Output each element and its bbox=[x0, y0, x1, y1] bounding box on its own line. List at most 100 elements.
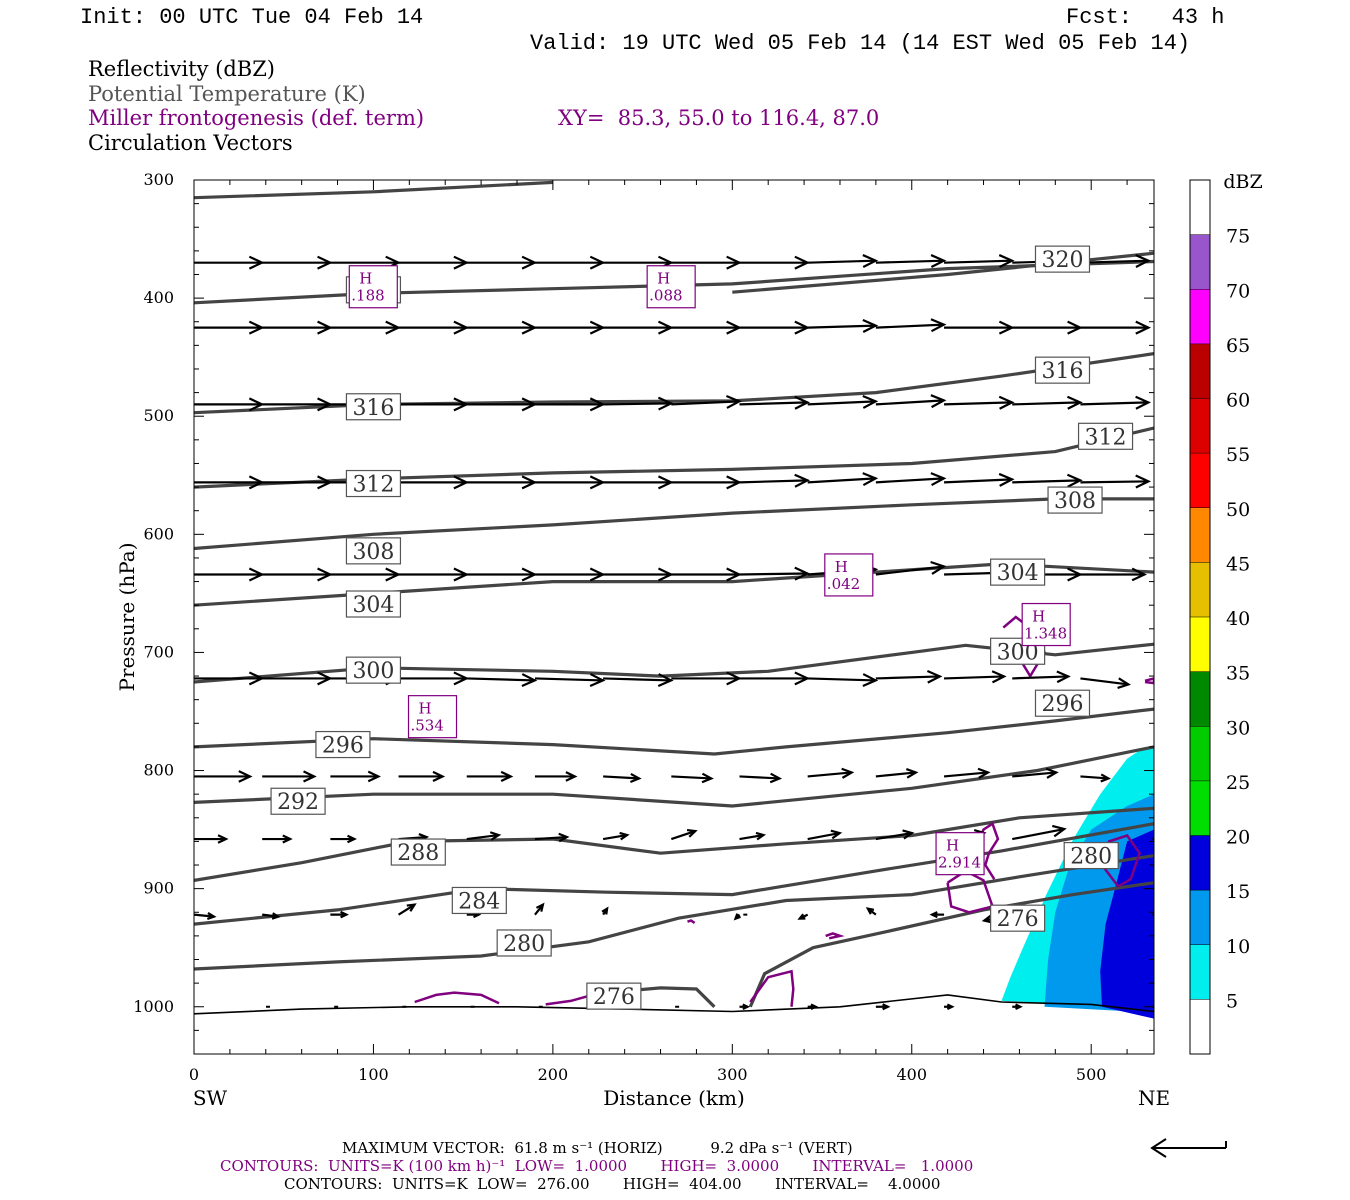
x-tick-label: 400 bbox=[896, 1065, 927, 1084]
theta-contour-surface bbox=[194, 994, 1154, 1015]
theta-contour-320 bbox=[194, 259, 1154, 305]
theta-label: 308 bbox=[352, 540, 394, 565]
circulation-vector bbox=[943, 771, 989, 778]
circulation-vector bbox=[875, 323, 944, 329]
reflectivity-region-15dbz bbox=[1100, 829, 1154, 1019]
circulation-vector bbox=[1080, 401, 1149, 406]
colorbar-swatch bbox=[1190, 671, 1210, 727]
circulation-vector-head bbox=[862, 254, 879, 269]
circulation-vector bbox=[671, 400, 740, 406]
circulation-vector-head bbox=[629, 772, 642, 784]
frontogenesis-max-marker: H bbox=[1032, 608, 1045, 626]
x-tick-label: 0 bbox=[189, 1065, 199, 1084]
theta-label-box bbox=[451, 886, 507, 915]
circulation-vector bbox=[1012, 479, 1081, 484]
circulation-vector bbox=[875, 399, 944, 406]
circulation-vector-head bbox=[367, 770, 381, 783]
circulation-vector-head bbox=[1135, 474, 1152, 489]
colorbar-swatch bbox=[1190, 507, 1210, 563]
y-axis-label: Pressure (hPa) bbox=[115, 543, 139, 692]
colorbar-swatch bbox=[1190, 343, 1210, 399]
circulation-vector-head bbox=[317, 397, 333, 412]
footer-max-vector: MAXIMUM VECTOR: 61.8 m s⁻¹ (HORIZ) 9.2 d… bbox=[342, 1139, 853, 1157]
colorbar-label: 30 bbox=[1226, 717, 1250, 739]
plot-frame bbox=[193, 179, 1155, 1055]
circulation-vector-head bbox=[1045, 767, 1059, 779]
theta-label: 284 bbox=[458, 889, 500, 914]
circulation-vector-head bbox=[317, 320, 333, 335]
circulation-vector-head bbox=[521, 475, 538, 490]
circulation-vector bbox=[875, 565, 944, 576]
colorbar-swatch bbox=[1190, 617, 1210, 672]
circulation-vector-head bbox=[317, 567, 333, 582]
circulation-vector-head bbox=[248, 397, 265, 412]
circulation-vector-head bbox=[797, 913, 806, 920]
field-reflectivity: Reflectivity (dBZ) bbox=[88, 57, 276, 81]
theta-label: 276 bbox=[593, 985, 635, 1010]
colorbar-swatch bbox=[1190, 289, 1210, 344]
colorbar-swatch bbox=[1190, 234, 1210, 290]
x-tick-label: 200 bbox=[538, 1065, 569, 1084]
colorbar-title: dBZ bbox=[1223, 171, 1262, 193]
circulation-vector-head bbox=[453, 567, 470, 582]
circulation-vector bbox=[466, 833, 499, 841]
frontogenesis-max-value: 1.348 bbox=[1024, 625, 1067, 643]
circulation-vector-head bbox=[926, 669, 943, 684]
theta-label-box bbox=[270, 787, 326, 815]
theta-label: 280 bbox=[1070, 845, 1112, 870]
circulation-vector-head bbox=[830, 829, 843, 840]
circulation-vector-head bbox=[271, 912, 281, 920]
circulation-vector bbox=[944, 478, 1013, 484]
frontogenesis-max-box bbox=[935, 832, 985, 876]
x-axis-right-label: NE bbox=[1138, 1086, 1170, 1110]
frontogenesis-max-marker: H bbox=[359, 270, 372, 288]
circulation-vector bbox=[266, 1005, 270, 1008]
frontogenesis-contour bbox=[1144, 677, 1154, 685]
theta-label-box bbox=[1077, 422, 1134, 450]
x-axis-left-label: SW bbox=[193, 1086, 228, 1110]
circulation-vector-head bbox=[565, 771, 578, 782]
circulation-vector-head bbox=[905, 768, 919, 779]
circulation-vector-head bbox=[1056, 670, 1071, 684]
circulation-vector-head bbox=[1067, 320, 1083, 335]
circulation-vector-head bbox=[726, 475, 742, 490]
theta-label-box bbox=[990, 558, 1046, 586]
cross-section-chart: 3203203163163123123083083043043003002962… bbox=[115, 170, 1263, 1110]
circulation-vector-head bbox=[489, 831, 502, 841]
theta-label-box bbox=[1047, 486, 1103, 514]
frontogenesis-contour bbox=[687, 919, 696, 924]
theta-label: 304 bbox=[997, 561, 1039, 586]
theta-contour-288 bbox=[194, 806, 1154, 882]
circulation-vector-head bbox=[946, 1003, 955, 1010]
circulation-vector-head bbox=[521, 320, 538, 335]
init-time: Init: 00 UTC Tue 04 Feb 14 bbox=[80, 5, 424, 30]
frontogenesis-contour bbox=[976, 821, 1000, 880]
circulation-vector-head bbox=[1066, 395, 1083, 410]
circulation-vector-head bbox=[841, 767, 855, 779]
circulation-vector-head bbox=[794, 320, 811, 335]
circulation-vector bbox=[739, 775, 780, 780]
circulation-vector-head bbox=[794, 671, 811, 686]
colorbar-label: 45 bbox=[1226, 553, 1250, 575]
circulation-vector-head bbox=[385, 320, 401, 335]
colorbar-label: 55 bbox=[1226, 444, 1250, 466]
circulation-vector-head bbox=[1100, 773, 1111, 783]
footer-frontogenesis-contours: CONTOURS: UNITS=K (100 km h)⁻¹ LOW= 1.00… bbox=[220, 1157, 974, 1175]
colorbar-swatch bbox=[1190, 780, 1210, 836]
circulation-vector bbox=[470, 1005, 475, 1008]
colorbar-swatch bbox=[1190, 835, 1210, 891]
circulation-vector-head bbox=[303, 770, 317, 783]
frontogenesis-contour bbox=[749, 969, 795, 1007]
circulation-vector bbox=[739, 572, 808, 576]
y-tick-label: 500 bbox=[143, 406, 174, 425]
colorbar-swatch bbox=[1190, 180, 1210, 235]
circulation-vector-head bbox=[1131, 567, 1148, 582]
circulation-vector-head bbox=[810, 1003, 819, 1010]
circulation-vector-head bbox=[500, 770, 514, 782]
circulation-vector-head bbox=[317, 255, 333, 270]
x-tick-label: 100 bbox=[358, 1065, 389, 1084]
circulation-vector bbox=[875, 259, 944, 264]
circulation-vector bbox=[875, 675, 940, 680]
circulation-vector bbox=[603, 402, 672, 406]
circulation-vector-head bbox=[657, 673, 674, 688]
